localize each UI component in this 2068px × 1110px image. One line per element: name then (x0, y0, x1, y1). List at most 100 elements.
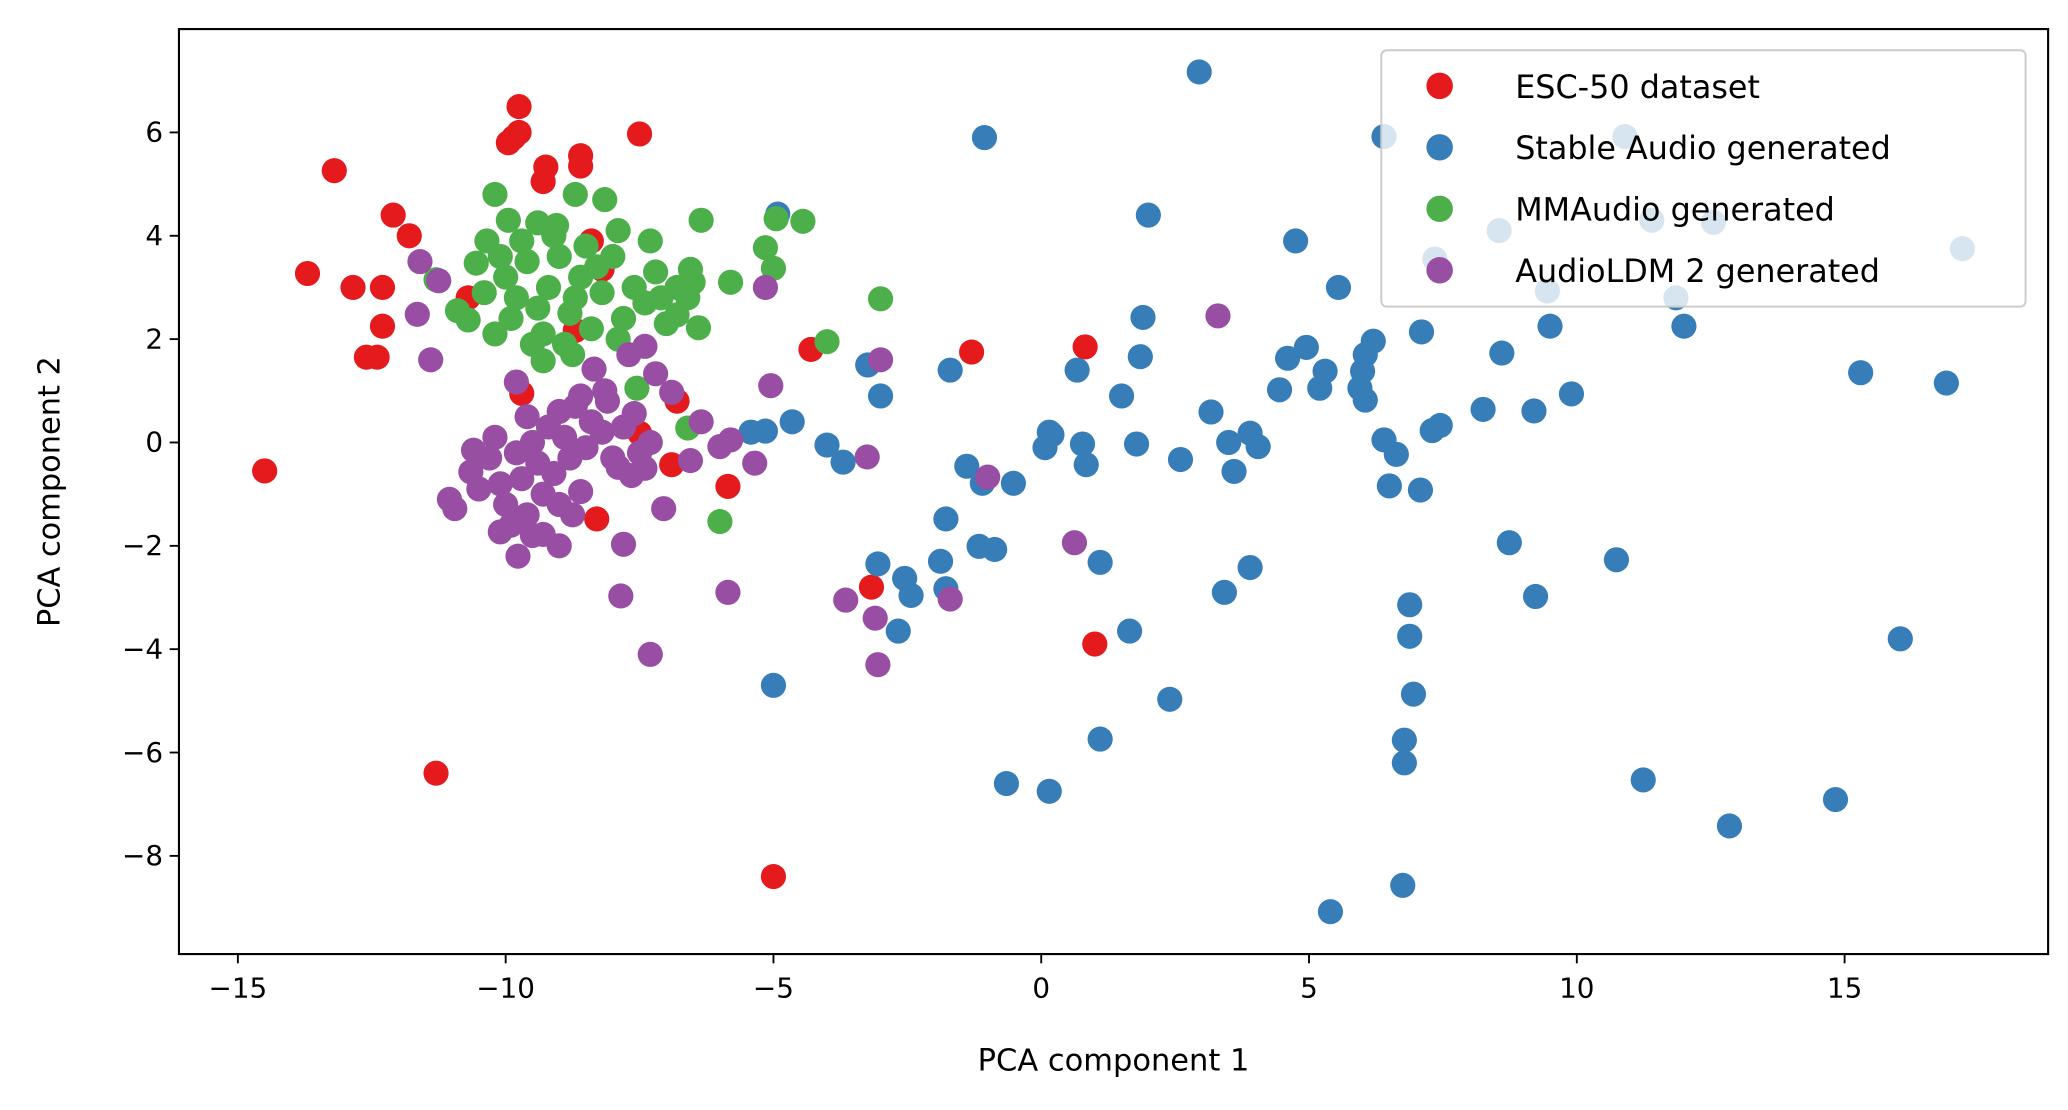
point-series-1 (1198, 399, 1224, 425)
point-series-2 (814, 329, 840, 355)
point-series-1 (830, 449, 856, 475)
point-series-3 (637, 641, 663, 667)
point-series-3 (426, 268, 452, 294)
y-tick-label: 0 (145, 426, 163, 459)
point-series-1 (1117, 618, 1143, 644)
point-series-2 (546, 243, 572, 269)
point-series-3 (404, 301, 430, 327)
point-series-1 (1245, 434, 1271, 460)
point-series-1 (1307, 375, 1333, 401)
point-series-3 (651, 496, 677, 522)
point-series-2 (760, 255, 787, 281)
point-series-3 (514, 404, 540, 430)
point-series-2 (525, 295, 551, 321)
point-series-1 (1087, 549, 1113, 575)
point-series-1 (1408, 319, 1435, 345)
point-series-0 (252, 458, 278, 484)
x-tick-label: 10 (1559, 972, 1594, 1005)
point-series-2 (551, 331, 578, 357)
point-series-3 (608, 583, 634, 609)
point-series-1 (1522, 583, 1549, 610)
point-series-3 (865, 652, 891, 678)
point-series-1 (1391, 750, 1417, 776)
point-series-3 (498, 512, 524, 538)
point-series-3 (937, 586, 963, 612)
legend-marker (1426, 257, 1453, 284)
point-series-3 (487, 471, 513, 497)
point-series-3 (503, 369, 529, 395)
point-series-1 (1293, 334, 1319, 360)
point-series-2 (482, 181, 508, 207)
point-series-2 (648, 285, 674, 311)
point-series-3 (466, 476, 492, 502)
point-series-1 (971, 125, 998, 151)
legend-marker (1426, 134, 1453, 161)
point-series-1 (1069, 431, 1096, 457)
point-series-0 (423, 760, 449, 786)
point-series-0 (506, 94, 532, 120)
point-series-3 (867, 347, 894, 373)
point-series-2 (514, 249, 540, 275)
point-series-1 (1391, 727, 1417, 753)
point-series-3 (573, 435, 599, 461)
point-series-1 (1087, 726, 1113, 752)
point-series-1 (738, 419, 764, 445)
point-series-1 (1671, 313, 1697, 339)
point-series-1 (1630, 767, 1656, 793)
point-series-1 (892, 565, 918, 591)
point-series-2 (471, 280, 497, 306)
point-series-1 (865, 551, 891, 577)
y-tick-label: −4 (122, 632, 163, 665)
legend-label: Stable Audio generated (1515, 131, 1891, 167)
point-series-1 (1127, 344, 1153, 370)
point-series-2 (495, 207, 521, 233)
point-series-0 (294, 260, 321, 287)
point-series-3 (509, 466, 535, 492)
point-series-1 (867, 383, 894, 409)
point-series-3 (407, 249, 433, 275)
point-series-1 (1000, 470, 1026, 496)
point-series-1 (1933, 370, 1959, 396)
point-series-1 (1064, 357, 1090, 383)
point-series-2 (643, 259, 669, 285)
point-series-3 (505, 543, 531, 569)
x-tick-label: −15 (209, 972, 268, 1005)
point-series-1 (1349, 358, 1376, 384)
point-series-3 (637, 429, 663, 456)
point-series-3 (659, 379, 685, 405)
point-series-2 (680, 269, 706, 295)
point-series-3 (600, 445, 626, 471)
point-series-2 (592, 187, 618, 213)
point-series-2 (562, 285, 588, 311)
point-series-0 (858, 574, 885, 600)
point-series-2 (867, 286, 894, 312)
point-series-3 (632, 455, 658, 481)
point-series-1 (1496, 530, 1522, 556)
point-series-2 (790, 208, 816, 234)
point-series-0 (321, 158, 347, 184)
point-series-2 (519, 331, 546, 357)
point-series-2 (685, 315, 712, 341)
point-series-2 (589, 280, 615, 306)
point-series-3 (643, 361, 669, 387)
point-series-3 (519, 429, 546, 456)
point-series-3 (1205, 303, 1231, 329)
point-series-0 (760, 864, 787, 890)
y-tick-label: −2 (122, 529, 163, 562)
point-series-1 (1186, 59, 1212, 85)
point-series-1 (1397, 623, 1423, 649)
point-series-1 (1400, 681, 1427, 707)
legend-marker (1426, 72, 1453, 100)
point-series-0 (380, 202, 406, 228)
point-series-2 (752, 235, 779, 261)
point-series-0 (626, 121, 653, 147)
point-series-2 (498, 305, 524, 332)
point-series-2 (482, 321, 508, 347)
point-series-0 (340, 274, 366, 301)
point-series-0 (959, 339, 985, 365)
point-series-1 (1221, 458, 1247, 484)
point-series-1 (1716, 813, 1743, 839)
point-series-3 (854, 444, 880, 470)
point-series-1 (1390, 872, 1416, 898)
